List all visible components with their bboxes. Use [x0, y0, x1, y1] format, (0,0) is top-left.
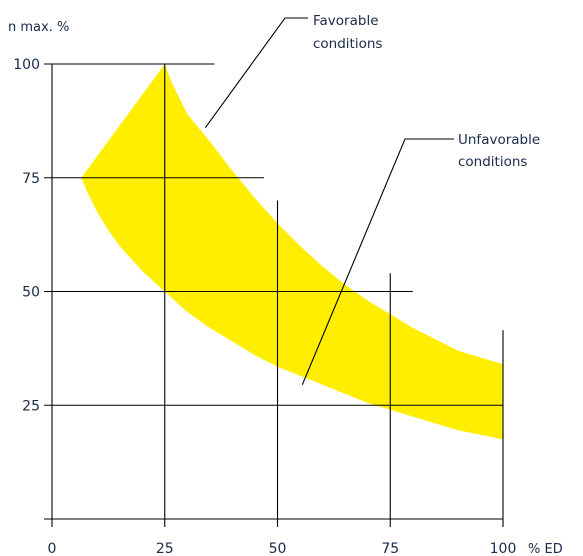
- y-tick-label: 100: [13, 57, 40, 73]
- x-tick-label: 50: [269, 541, 287, 556]
- annotation-label: Unfavorable: [458, 132, 540, 148]
- x-tick-label: 0: [48, 541, 57, 556]
- annotation-leader-line: [301, 138, 454, 385]
- tick-layer: 0 25 50 75 100 25 50 75 100: [13, 57, 516, 556]
- y-tick-label: 75: [22, 171, 40, 187]
- y-tick-label: 50: [22, 285, 40, 301]
- y-tick-label: 25: [22, 398, 40, 414]
- x-tick-label: 25: [156, 541, 174, 556]
- annotation-layer: Favorable conditions Unfavorable conditions: [204, 13, 540, 385]
- x-axis-label: % ED: [528, 542, 563, 556]
- grid-layer: [44, 63, 504, 527]
- y-axis-label: n max. %: [8, 20, 69, 35]
- annotation-label: conditions: [313, 36, 382, 52]
- conditions-band: [81, 64, 504, 440]
- annotation-label: conditions: [458, 154, 527, 170]
- x-tick-label: 75: [381, 541, 399, 556]
- annotation-leader-line: [204, 17, 308, 129]
- band-layer: [81, 64, 504, 440]
- annotation-label: Favorable: [313, 13, 379, 29]
- x-tick-label: 100: [490, 541, 517, 556]
